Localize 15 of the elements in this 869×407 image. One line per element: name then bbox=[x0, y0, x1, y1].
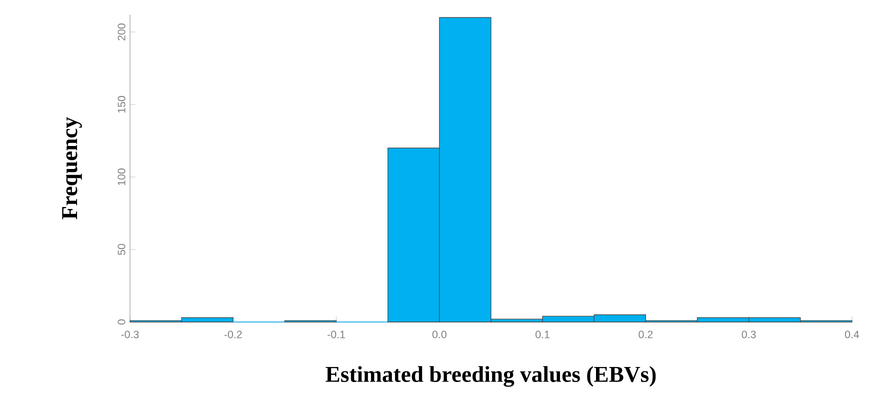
x-tick-label: 0.2 bbox=[638, 330, 653, 338]
x-tick-label: -0.1 bbox=[328, 330, 345, 338]
x-tick-label: 0.3 bbox=[742, 330, 756, 338]
y-tick-label: 150 bbox=[118, 96, 126, 113]
y-tick-label: 0 bbox=[118, 319, 126, 325]
x-tick-label: -0.2 bbox=[224, 330, 242, 338]
y-tick-label: 200 bbox=[118, 24, 126, 40]
y-tick-label: 50 bbox=[118, 244, 126, 255]
x-tick-label: -0.3 bbox=[121, 330, 139, 338]
x-tick-label: 0.0 bbox=[432, 330, 446, 338]
y-tick-label: 100 bbox=[118, 168, 126, 186]
x-axis-title: Estimated breeding values (EBVs) bbox=[326, 366, 656, 387]
x-tick-label: 0.4 bbox=[844, 330, 860, 338]
x-tick-label: 0.1 bbox=[536, 330, 550, 338]
y-axis-title: Frequency bbox=[62, 117, 82, 220]
